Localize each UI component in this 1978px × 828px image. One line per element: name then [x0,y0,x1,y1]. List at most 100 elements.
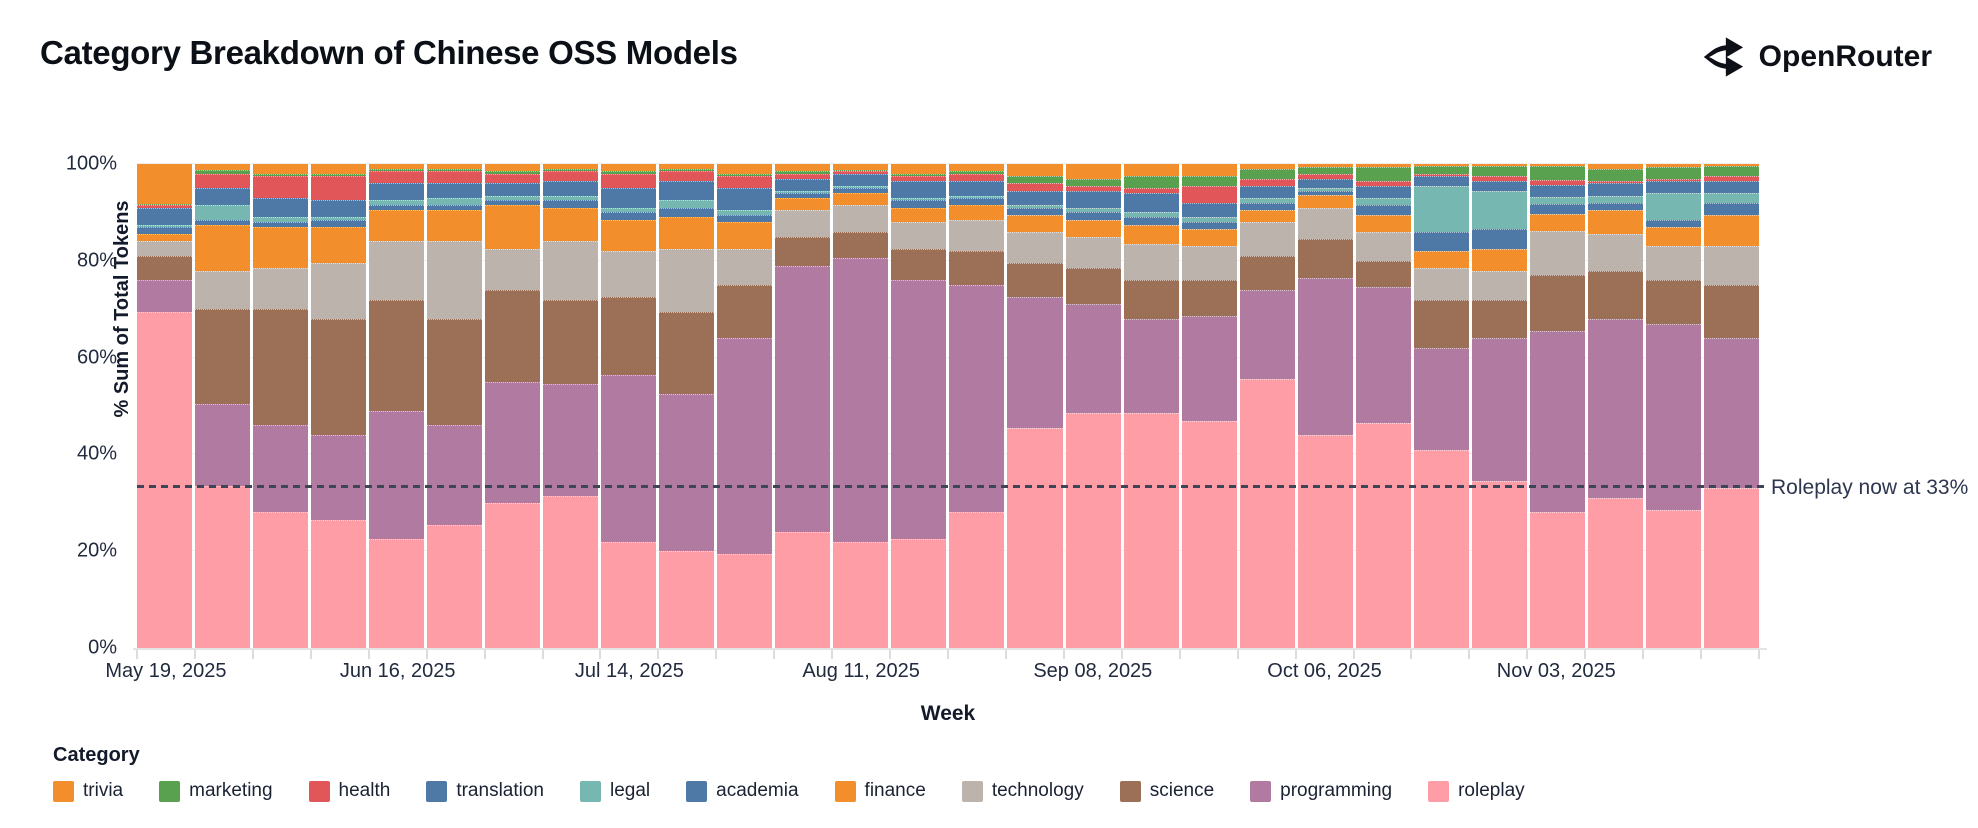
segment-academia[interactable] [543,200,599,208]
segment-translation[interactable] [833,173,889,186]
segment-translation[interactable] [1065,190,1121,208]
segment-translation[interactable] [775,178,831,191]
segment-science[interactable] [1645,280,1701,324]
segment-legal[interactable] [427,197,483,206]
segment-translation[interactable] [949,181,1005,196]
segment-roleplay[interactable] [1645,510,1701,648]
segment-finance[interactable] [543,207,599,242]
segment-health[interactable] [1413,173,1469,177]
segment-marketing[interactable] [1529,165,1585,181]
legend-item-technology[interactable]: technology [961,780,1084,802]
segment-technology[interactable] [543,241,599,300]
segment-legal[interactable] [717,210,773,215]
segment-science[interactable] [543,299,599,385]
bar-week-jun-02-2025[interactable] [253,164,309,648]
segment-roleplay[interactable] [601,541,657,648]
segment-marketing[interactable] [1471,165,1527,177]
segment-marketing[interactable] [485,171,541,174]
segment-trivia[interactable] [1239,164,1295,169]
segment-translation[interactable] [717,188,773,211]
bar-week-sep-15-2025[interactable] [1123,164,1179,648]
segment-technology[interactable] [1007,231,1063,264]
segment-marketing[interactable] [195,170,251,174]
segment-science[interactable] [601,297,657,375]
segment-academia[interactable] [311,219,367,227]
segment-programming[interactable] [369,410,425,540]
segment-science[interactable] [1239,255,1295,290]
segment-translation[interactable] [1297,178,1353,189]
segment-science[interactable] [311,318,367,436]
segment-finance[interactable] [253,226,309,269]
segment-science[interactable] [949,251,1005,286]
segment-health[interactable] [543,171,599,181]
segment-roleplay[interactable] [543,495,599,648]
segment-finance[interactable] [1007,214,1063,232]
segment-health[interactable] [311,176,367,201]
segment-technology[interactable] [1529,230,1585,276]
segment-technology[interactable] [1181,246,1237,281]
segment-legal[interactable] [1471,190,1527,230]
segment-roleplay[interactable] [1703,488,1759,648]
segment-marketing[interactable] [601,171,657,174]
segment-science[interactable] [1471,299,1527,339]
segment-trivia[interactable] [1065,164,1121,179]
bar-week-jun-30-2025[interactable] [485,164,541,648]
segment-roleplay[interactable] [137,311,193,648]
bar-week-sep-22-2025[interactable] [1181,164,1237,648]
segment-finance[interactable] [1529,213,1585,231]
segment-trivia[interactable] [833,164,889,170]
segment-finance[interactable] [1065,219,1121,237]
segment-translation[interactable] [1529,184,1585,197]
segment-translation[interactable] [1355,185,1411,198]
segment-roleplay[interactable] [891,539,947,648]
segment-roleplay[interactable] [1587,497,1643,648]
segment-health[interactable] [1703,176,1759,181]
segment-trivia[interactable] [775,164,831,172]
legend-item-science[interactable]: science [1119,780,1214,802]
segment-legal[interactable] [1007,205,1063,208]
segment-marketing[interactable] [1065,178,1121,186]
segment-finance[interactable] [833,193,889,206]
segment-legal[interactable] [775,190,831,194]
segment-marketing[interactable] [717,173,773,177]
segment-trivia[interactable] [1471,164,1527,166]
segment-roleplay[interactable] [775,531,831,648]
segment-health[interactable] [1587,181,1643,184]
segment-roleplay[interactable] [195,485,251,648]
segment-programming[interactable] [1529,330,1585,513]
segment-technology[interactable] [427,241,483,319]
segment-technology[interactable] [891,222,947,249]
segment-legal[interactable] [195,205,251,220]
segment-finance[interactable] [195,224,251,271]
segment-science[interactable] [1413,299,1469,348]
segment-translation[interactable] [1181,202,1237,218]
segment-science[interactable] [833,231,889,259]
segment-roleplay[interactable] [833,541,889,648]
segment-translation[interactable] [1471,181,1527,191]
segment-health[interactable] [137,205,193,208]
segment-health[interactable] [1471,176,1527,181]
segment-trivia[interactable] [1645,164,1701,167]
segment-translation[interactable] [1413,176,1469,186]
segment-academia[interactable] [485,200,541,206]
segment-health[interactable] [1007,183,1063,191]
segment-translation[interactable] [1123,193,1179,213]
segment-finance[interactable] [369,210,425,242]
segment-academia[interactable] [1065,212,1121,220]
segment-health[interactable] [1239,178,1295,186]
legend-item-roleplay[interactable]: roleplay [1428,780,1525,802]
segment-programming[interactable] [891,280,947,540]
segment-trivia[interactable] [717,164,773,174]
bar-week-jun-09-2025[interactable] [311,164,367,648]
bar-week-nov-03-2025[interactable] [1529,164,1585,648]
segment-roleplay[interactable] [1413,449,1469,648]
bar-week-aug-04-2025[interactable] [775,164,831,648]
segment-translation[interactable] [1587,183,1643,196]
segment-finance[interactable] [1587,210,1643,235]
segment-technology[interactable] [369,241,425,300]
legend-item-marketing[interactable]: marketing [159,780,273,802]
segment-technology[interactable] [949,219,1005,252]
segment-science[interactable] [891,248,947,281]
segment-science[interactable] [1529,275,1585,331]
bar-week-sep-08-2025[interactable] [1065,164,1121,648]
